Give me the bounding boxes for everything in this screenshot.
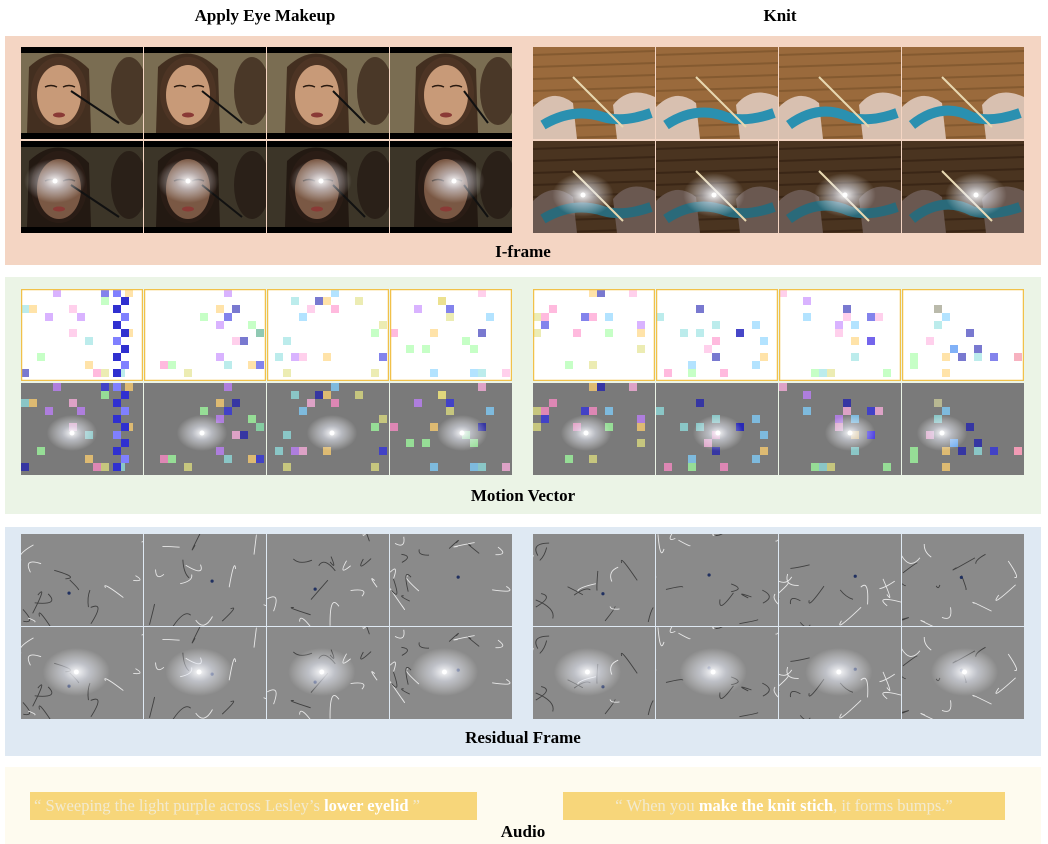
residual-eye-makeup-heatmap (144, 627, 266, 719)
iframe-knit-frame (902, 47, 1024, 139)
iframe-eye-makeup-heatmap (390, 141, 512, 233)
title-knit: Knit (763, 6, 797, 25)
residual-eye-makeup (267, 534, 389, 626)
motion-vector-knit-heatmap (656, 383, 778, 475)
iframe-eye-makeup-heatmap (144, 141, 266, 233)
audio-left-highlight: lower eyelid (324, 796, 409, 815)
iframe-knit-heatmap (533, 141, 655, 233)
iframe-eye-makeup-frame (390, 47, 512, 139)
iframe-label: I-frame (495, 242, 551, 261)
motion-vector-label: Motion Vector (470, 486, 576, 505)
motion-vector-eye-makeup (267, 289, 389, 381)
residual-knit-heatmap (779, 627, 901, 719)
iframe-eye-makeup-frame (144, 47, 266, 139)
iframe-eye-makeup-heatmap (21, 141, 143, 233)
motion-vector-knit (533, 289, 655, 381)
residual-eye-makeup (390, 534, 512, 626)
iframe-knit-frame (656, 47, 778, 139)
residual-knit (779, 534, 901, 626)
residual-knit-heatmap (902, 627, 1024, 719)
motion-vector-knit (656, 289, 778, 381)
residual-knit (533, 534, 655, 626)
audio-label: Audio (500, 822, 546, 841)
iframe-eye-makeup-frame (21, 47, 143, 139)
motion-vector-knit-heatmap (533, 383, 655, 475)
audio-right-highlight: make the knit stich (698, 796, 834, 815)
audio-caption-knit: “ When you make the knit stich, it forms… (563, 792, 1005, 820)
residual-eye-makeup-heatmap (21, 627, 143, 719)
residual-eye-makeup-heatmap (267, 627, 389, 719)
motion-vector-knit-heatmap (779, 383, 901, 475)
motion-vector-knit-heatmap (902, 383, 1024, 475)
audio-right-open: “ When you (615, 796, 699, 815)
motion-vector-eye-makeup-heatmap (144, 383, 266, 475)
motion-vector-eye-makeup-heatmap (267, 383, 389, 475)
iframe-eye-makeup-frame (267, 47, 389, 139)
residual-knit (656, 534, 778, 626)
motion-vector-eye-makeup (144, 289, 266, 381)
iframe-eye-makeup-heatmap (267, 141, 389, 233)
audio-caption-eye-makeup: “ Sweeping the light purple across Lesle… (30, 792, 477, 820)
motion-vector-eye-makeup-heatmap (21, 383, 143, 475)
residual-knit (902, 534, 1024, 626)
residual-knit-heatmap (656, 627, 778, 719)
residual-eye-makeup (21, 534, 143, 626)
motion-vector-knit (779, 289, 901, 381)
residual-label: Residual Frame (465, 728, 581, 747)
motion-vector-eye-makeup-heatmap (390, 383, 512, 475)
audio-right-close: , it forms bumps.” (833, 796, 953, 815)
audio-left-open: “ Sweeping the light purple across Lesle… (34, 796, 325, 815)
motion-vector-eye-makeup (21, 289, 143, 381)
iframe-knit-heatmap (656, 141, 778, 233)
motion-vector-eye-makeup (390, 289, 512, 381)
residual-knit-heatmap (533, 627, 655, 719)
iframe-knit-frame (533, 47, 655, 139)
motion-vector-knit (902, 289, 1024, 381)
title-apply-eye-makeup: Apply Eye Makeup (194, 6, 336, 25)
iframe-knit-frame (779, 47, 901, 139)
iframe-knit-heatmap (779, 141, 901, 233)
iframe-knit-heatmap (902, 141, 1024, 233)
audio-left-close: ” (408, 796, 420, 815)
residual-eye-makeup-heatmap (390, 627, 512, 719)
residual-eye-makeup (144, 534, 266, 626)
